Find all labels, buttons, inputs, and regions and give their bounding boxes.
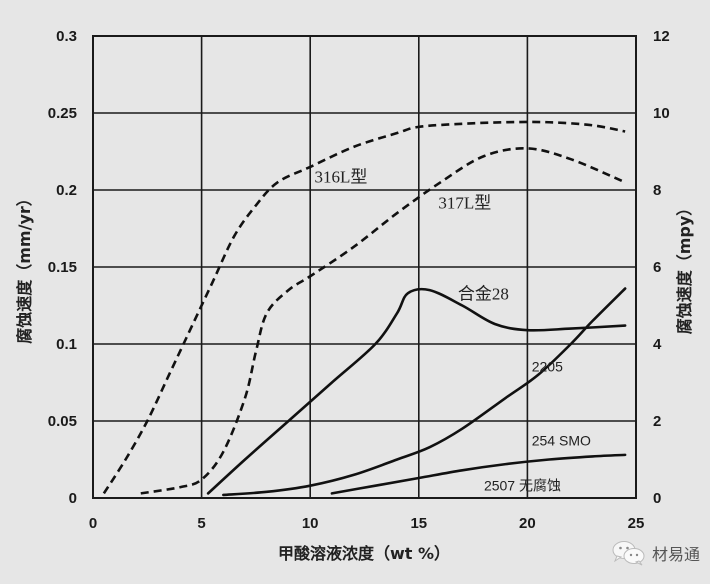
y-left-tick-label: 0 — [69, 490, 77, 507]
watermark: 材易通 — [612, 540, 700, 566]
series-1-label: 317L型 — [438, 193, 491, 212]
series-3-curve — [222, 287, 627, 497]
y-right-tick-label: 0 — [653, 490, 661, 507]
series-0-label: 316L型 — [315, 167, 368, 186]
y-right-tick-label: 2 — [653, 413, 661, 430]
series-2-curve — [206, 287, 627, 495]
y-left-tick-label: 0.05 — [48, 413, 77, 430]
wechat-icon — [612, 541, 645, 566]
series-4-curve — [330, 453, 627, 495]
x-tick-label: 15 — [410, 515, 427, 532]
y-axis-right-ticks: 0 2 4 6 8 10 12 — [653, 28, 670, 507]
series-1-curve — [140, 147, 626, 495]
x-axis-ticks: 0 5 10 15 20 25 — [89, 515, 645, 532]
y-left-tick-label: 0.3 — [56, 28, 77, 45]
x-axis-title: 甲酸溶液浓度（wt %） — [278, 544, 450, 563]
y-left-tick-label: 0.2 — [56, 182, 77, 199]
y-right-tick-label: 10 — [653, 105, 670, 122]
y-right-tick-label: 12 — [653, 28, 670, 45]
series-5-label: 2507 无腐蚀 — [484, 477, 561, 493]
y-axis-left-ticks: 0 0.05 0.1 0.15 0.2 0.25 0.3 — [48, 28, 77, 507]
y-right-tick-label: 6 — [653, 259, 661, 276]
watermark-text: 材易通 — [652, 545, 701, 564]
plot-border — [92, 35, 637, 499]
series-2-label: 合金28 — [458, 284, 509, 303]
grid-lines — [92, 35, 637, 499]
x-tick-label: 20 — [519, 515, 536, 532]
y-axis-right-title: 腐蚀速度（mpy） — [675, 200, 694, 335]
curves — [102, 120, 627, 497]
y-right-tick-label: 8 — [653, 182, 661, 199]
plot-frame — [92, 35, 637, 499]
y-left-tick-label: 0.25 — [48, 105, 77, 122]
x-tick-label: 25 — [628, 515, 645, 532]
x-tick-label: 5 — [197, 515, 205, 532]
y-axis-left-title: 腐蚀速度（mm/yr） — [15, 190, 34, 344]
series-0-curve — [102, 120, 626, 495]
series-3-label: 2205 — [532, 359, 563, 375]
x-tick-label: 10 — [302, 515, 319, 532]
series-4-label: 254 SMO — [532, 433, 591, 449]
y-right-tick-label: 4 — [653, 336, 662, 353]
y-left-tick-label: 0.1 — [56, 336, 77, 353]
y-left-tick-label: 0.15 — [48, 259, 77, 276]
x-tick-label: 0 — [89, 515, 97, 532]
